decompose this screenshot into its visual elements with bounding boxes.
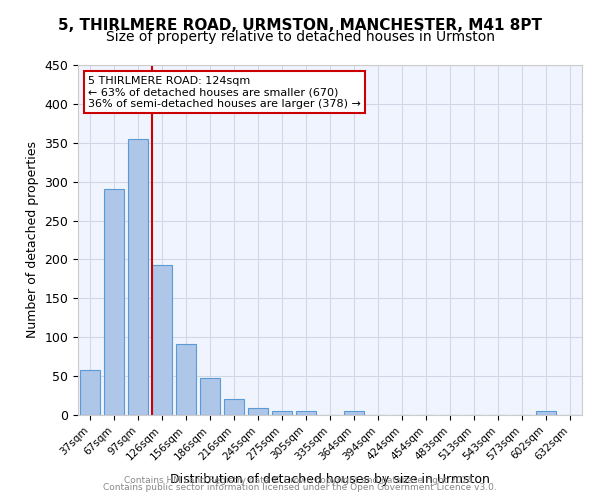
- Bar: [248, 408, 268, 415]
- Text: 5, THIRLMERE ROAD, URMSTON, MANCHESTER, M41 8PT: 5, THIRLMERE ROAD, URMSTON, MANCHESTER, …: [58, 18, 542, 32]
- Bar: [296, 411, 316, 415]
- Text: Size of property relative to detached houses in Urmston: Size of property relative to detached ho…: [106, 30, 494, 44]
- Bar: [224, 400, 244, 415]
- Bar: [80, 370, 100, 415]
- Text: Contains public sector information licensed under the Open Government Licence v3: Contains public sector information licen…: [103, 484, 497, 492]
- Bar: [128, 139, 148, 415]
- Bar: [176, 344, 196, 415]
- Bar: [200, 378, 220, 415]
- Text: 5 THIRLMERE ROAD: 124sqm
← 63% of detached houses are smaller (670)
36% of semi-: 5 THIRLMERE ROAD: 124sqm ← 63% of detach…: [88, 76, 361, 108]
- Text: Contains HM Land Registry data © Crown copyright and database right 2024.: Contains HM Land Registry data © Crown c…: [124, 476, 476, 485]
- Bar: [152, 265, 172, 415]
- Y-axis label: Number of detached properties: Number of detached properties: [26, 142, 39, 338]
- Bar: [104, 190, 124, 415]
- Bar: [344, 411, 364, 415]
- Bar: [272, 411, 292, 415]
- X-axis label: Distribution of detached houses by size in Urmston: Distribution of detached houses by size …: [170, 472, 490, 486]
- Bar: [536, 411, 556, 415]
